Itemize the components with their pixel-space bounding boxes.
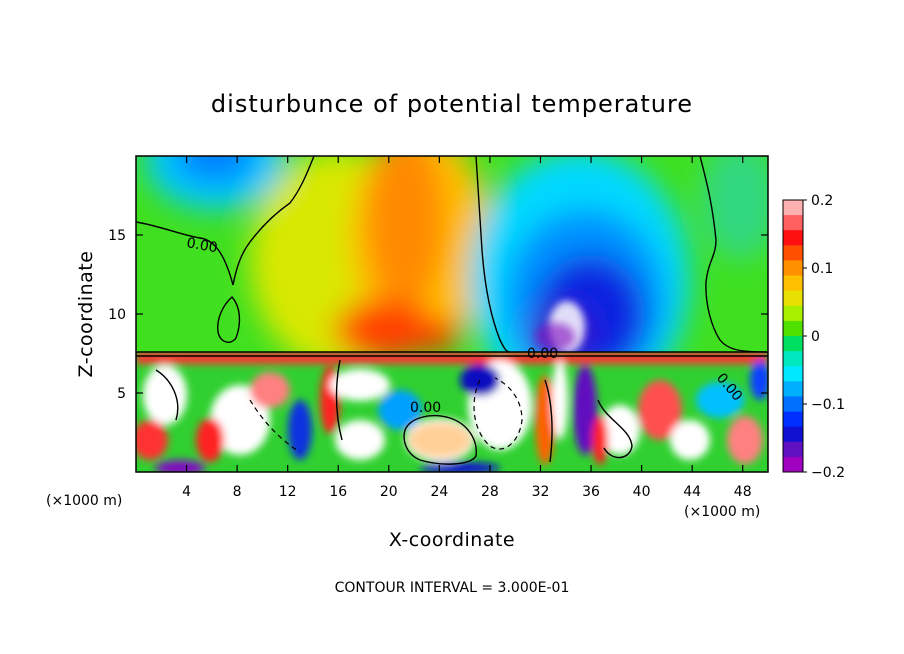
colorbar-swatch xyxy=(783,305,803,322)
contour-dash-1 xyxy=(473,377,523,450)
x-axis-label: X-coordinate xyxy=(389,529,515,551)
y-tick-label: 15 xyxy=(108,228,126,244)
x-unit-label-right: (×1000 m) xyxy=(684,504,760,520)
colorbar-swatch xyxy=(783,215,803,231)
x-tick-label: 12 xyxy=(279,484,297,500)
contour-dash-2 xyxy=(249,399,301,453)
contour-lines xyxy=(136,156,768,465)
colorbar-swatch xyxy=(783,411,803,428)
x-tick-label: 4 xyxy=(182,484,191,500)
contour-loop-left xyxy=(217,296,241,343)
colorbar-tick-label: −0.1 xyxy=(811,397,845,413)
contour-lower-3 xyxy=(597,399,633,459)
plot-area: 0.00 0.00 0.00 0.00 xyxy=(136,156,768,472)
colorbar-swatch xyxy=(783,336,803,352)
colorbar-swatch xyxy=(783,456,803,473)
y-axis-label: Z-coordinate xyxy=(75,251,97,378)
x-tick-label: 28 xyxy=(481,484,499,500)
colorbar-swatch xyxy=(783,275,803,292)
colorbar-swatch xyxy=(783,200,803,216)
contour-lower-4 xyxy=(335,359,343,441)
x-tick-label: 32 xyxy=(532,484,550,500)
colorbar-swatch xyxy=(783,366,803,382)
upper-field xyxy=(136,156,768,352)
colorbar-tick-label: 0.2 xyxy=(811,193,833,209)
colorbar-swatch xyxy=(783,396,803,413)
colorbar-tick-label: 0.1 xyxy=(811,261,833,277)
contour-lower-2 xyxy=(544,379,553,463)
contour-label-3: 0.00 xyxy=(410,400,441,416)
x-tick-label: 24 xyxy=(430,484,448,500)
lower-field xyxy=(136,352,768,472)
colorbar-swatch xyxy=(783,230,803,246)
y-tick-label: 5 xyxy=(117,386,126,402)
contour-lower-1 xyxy=(403,414,477,465)
y-axis-ticks: 5 10 15 xyxy=(108,228,768,402)
colorbar-swatch xyxy=(783,320,803,337)
colorbar-swatch xyxy=(783,426,803,443)
colorbar-swatch xyxy=(783,290,803,307)
colorbar-swatch xyxy=(783,381,803,397)
contour-zero-center xyxy=(475,156,511,353)
colorbar-tick-label: −0.2 xyxy=(811,465,845,481)
contour-label-2: 0.00 xyxy=(527,346,558,362)
contour-zero-right xyxy=(699,156,768,353)
x-axis-ticks: 4 8 12 16 20 24 28 32 36 40 44 48 xyxy=(182,156,752,500)
contour-label-1: 0.00 xyxy=(185,235,218,256)
contour-interface xyxy=(136,351,768,357)
x-tick-label: 36 xyxy=(582,484,600,500)
colorbar-swatch xyxy=(783,351,803,367)
colorbar-swatch xyxy=(783,245,803,261)
colorbar-swatch xyxy=(783,260,803,277)
x-tick-label: 40 xyxy=(633,484,651,500)
x-tick-label: 48 xyxy=(734,484,752,500)
colorbar-tick-label: 0 xyxy=(811,329,820,345)
colorbar xyxy=(782,199,804,473)
contour-interval-note: CONTOUR INTERVAL = 3.000E-01 xyxy=(335,580,570,596)
chart-title: disturbunce of potential temperature xyxy=(211,90,693,118)
colorbar-ticks: 0.2 0.1 0 −0.1 −0.2 xyxy=(803,193,845,481)
x-tick-label: 44 xyxy=(683,484,701,500)
colorbar-swatch xyxy=(783,441,803,458)
x-tick-label: 20 xyxy=(380,484,398,500)
contour-zero-left xyxy=(136,156,315,286)
y-tick-label: 10 xyxy=(108,307,126,323)
x-unit-label-left: (×1000 m) xyxy=(46,493,122,509)
x-tick-label: 8 xyxy=(233,484,242,500)
contour-lower-5 xyxy=(155,369,179,421)
x-tick-label: 16 xyxy=(329,484,347,500)
